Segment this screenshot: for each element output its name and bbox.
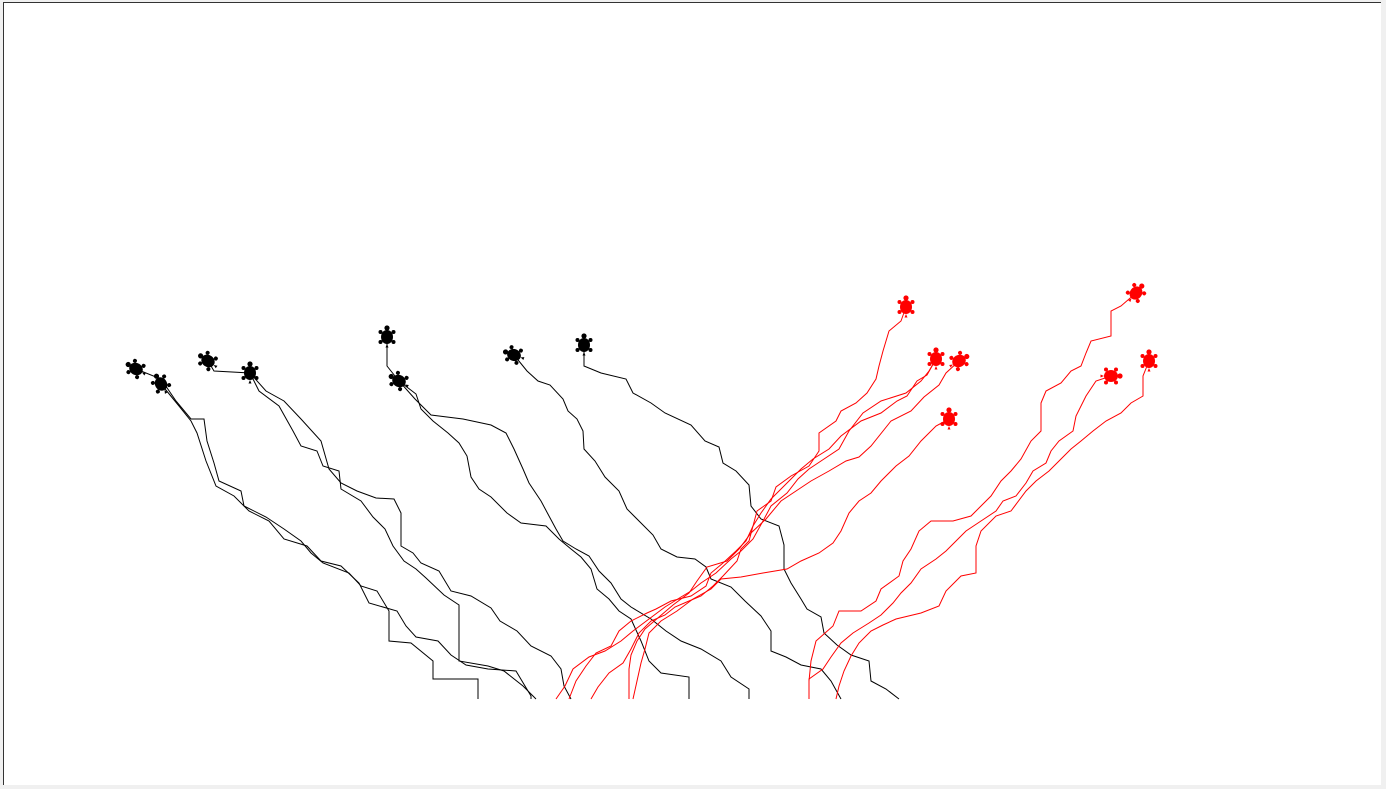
- red-turtle-trail: [591, 307, 906, 699]
- turtle-shape-icon: [148, 370, 174, 398]
- red-turtle-trail: [809, 376, 1111, 691]
- black-turtle-trail: [399, 381, 749, 699]
- trail-layer: [136, 293, 1149, 699]
- turtle-canvas-frame: [3, 2, 1381, 785]
- red-turtle-trail: [629, 361, 959, 699]
- turtle-layer: [122, 279, 1158, 430]
- turtle-shape-icon: [928, 347, 945, 369]
- turtle-drawing-canvas: [4, 3, 1381, 785]
- turtle-shape-icon: [941, 407, 958, 429]
- turtle-shape-icon: [379, 325, 396, 347]
- black-turtle-trail: [584, 345, 899, 699]
- black-turtle-trail: [161, 384, 531, 699]
- black-turtle-trail: [514, 355, 841, 699]
- turtle-shape-icon: [576, 333, 593, 355]
- red-turtle-trail: [633, 419, 949, 699]
- black-turtle-trail: [136, 369, 478, 699]
- black-turtle-trail: [250, 373, 571, 699]
- red-turtle-trail: [556, 359, 936, 699]
- turtle-shape-icon: [385, 368, 413, 394]
- black-turtle-trail: [208, 361, 536, 699]
- turtle-shape-icon: [898, 295, 915, 317]
- turtle-shape-icon: [122, 356, 150, 382]
- black-turtle-trail: [387, 337, 689, 699]
- red-turtle-trail: [809, 293, 1136, 699]
- turtle-shape-icon: [1141, 349, 1158, 371]
- turtle-shape-icon: [1101, 368, 1123, 385]
- turtle-shape-icon: [500, 343, 527, 367]
- turtle-shape-icon: [1123, 279, 1150, 307]
- turtle-shape-icon: [194, 347, 222, 374]
